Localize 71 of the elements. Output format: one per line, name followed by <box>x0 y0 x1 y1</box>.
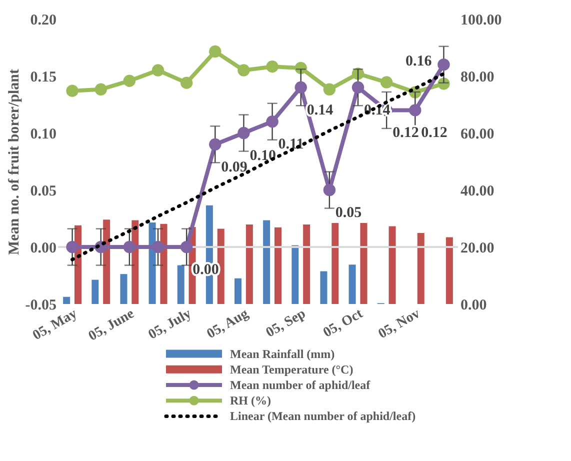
legend-label: Mean number of aphid/leaf <box>230 378 372 392</box>
point <box>94 83 107 96</box>
bar <box>332 223 339 304</box>
point <box>180 240 193 254</box>
bar <box>246 224 253 304</box>
data-label: 0.09 <box>221 159 248 176</box>
point <box>209 138 222 151</box>
y-tick-label: 0.10 <box>30 126 56 142</box>
point <box>323 184 336 196</box>
y2-tick-label: 60.00 <box>460 126 494 142</box>
point <box>152 240 164 254</box>
bar <box>120 274 128 304</box>
y2-tick-label: 20.00 <box>460 240 494 256</box>
point <box>266 115 278 128</box>
y2-tick-label: 80.00 <box>460 70 494 86</box>
bar <box>292 245 299 304</box>
bar <box>303 224 310 304</box>
bar <box>320 271 328 304</box>
y2-tick-label: 40.00 <box>460 184 494 200</box>
y2-tick-label: 100.00 <box>460 12 502 28</box>
bar <box>148 222 156 304</box>
bar <box>274 227 282 304</box>
bar <box>177 265 184 304</box>
data-label: 0.05 <box>335 205 362 221</box>
point <box>152 64 164 76</box>
bar <box>348 264 356 304</box>
bar <box>446 237 453 304</box>
bar <box>234 278 242 304</box>
x-tick-label: 05, Nov <box>376 306 423 342</box>
x-tick-label: 05, Sep <box>264 306 309 341</box>
y2-tick-label: 0.00 <box>460 298 487 314</box>
legend-label: Linear (Mean number of aphid/leaf) <box>230 409 416 424</box>
y-tick-label: 0.05 <box>30 184 56 200</box>
y-tick-label: 0.20 <box>30 12 56 28</box>
y-tick-label: -0.05 <box>25 298 56 314</box>
legend-label: Mean Temperature (°C) <box>230 362 354 376</box>
point <box>266 60 278 73</box>
x-tick-label: 05, June <box>86 306 137 344</box>
point <box>238 64 250 76</box>
bar <box>388 226 396 304</box>
point <box>238 126 250 140</box>
bar <box>63 296 70 304</box>
point <box>123 240 136 254</box>
point <box>209 45 222 58</box>
point <box>323 83 336 96</box>
data-label: 0.12 <box>392 125 419 142</box>
point <box>66 240 78 254</box>
data-label: 0.12 <box>421 125 448 142</box>
bar <box>417 233 424 304</box>
bar <box>360 223 368 304</box>
bar <box>217 228 224 304</box>
data-label: 0.16 <box>405 54 432 70</box>
x-tick-label: 05, Aug <box>204 306 252 342</box>
bar <box>263 220 270 304</box>
point <box>123 74 136 87</box>
point <box>294 81 307 94</box>
legend-label: Mean Rainfall (mm) <box>230 346 335 361</box>
x-tick-label: 05, Oct <box>320 306 366 341</box>
y-axis-title: Mean no. of fruit borer/plant <box>6 69 22 255</box>
legend-label: RH (%) <box>230 394 271 408</box>
data-label: 0.11 <box>278 136 304 153</box>
bar <box>92 280 99 304</box>
x-tick-label: 05, July <box>146 306 194 343</box>
point <box>180 76 193 89</box>
y-tick-label: 0.00 <box>30 240 56 256</box>
point <box>409 104 422 116</box>
y-tick-label: 0.15 <box>30 70 56 86</box>
point <box>438 58 450 71</box>
point <box>66 84 78 97</box>
point <box>352 81 364 94</box>
point <box>380 76 393 88</box>
